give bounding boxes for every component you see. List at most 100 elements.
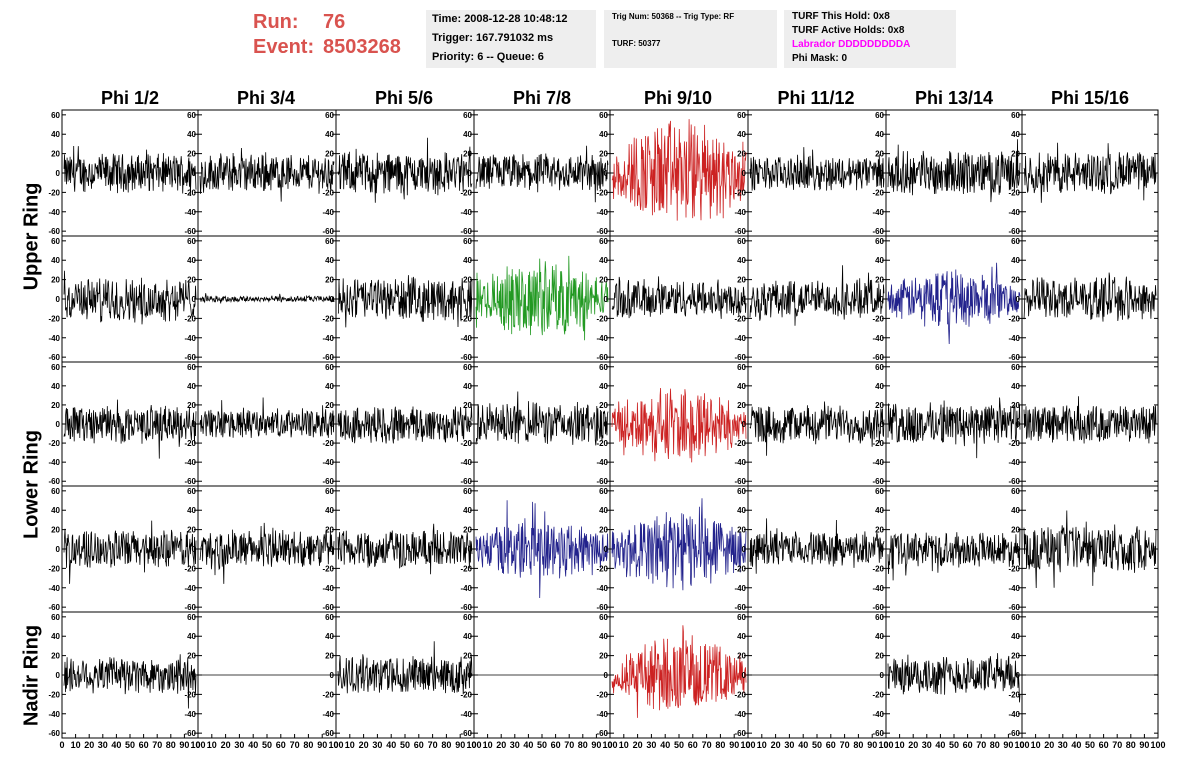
event-row: Event: 8503268 bbox=[253, 35, 401, 60]
panel-r3-c1: -60 -40 -20 0 20 40 60 bbox=[184, 485, 337, 613]
event-value: 8503268 bbox=[323, 36, 401, 58]
panel-frame bbox=[1021, 109, 1159, 237]
phi-header-6: Phi 11/12 bbox=[777, 88, 855, 108]
y-tick-label: 40 bbox=[1011, 256, 1020, 265]
waveform-trace bbox=[1023, 142, 1157, 203]
y-tick-label: 20 bbox=[875, 150, 884, 159]
y-tick-label: -60 bbox=[48, 729, 60, 738]
y-tick-label: 20 bbox=[51, 526, 60, 535]
y-tick-label: 40 bbox=[1011, 130, 1020, 139]
panel-r4-c4: -60 -40 -20 0 20 40 60 bbox=[596, 611, 749, 739]
y-tick-label: 0 bbox=[742, 545, 747, 554]
x-tick-label: 70 bbox=[1112, 740, 1122, 750]
panel-r0-c4: -60 -40 -20 0 20 40 60 bbox=[596, 109, 749, 237]
y-tick-label: 20 bbox=[187, 276, 196, 285]
x-tick-label: 50 bbox=[812, 740, 822, 750]
y-tick-label: 0 bbox=[468, 671, 473, 680]
y-tick-label: -40 bbox=[734, 710, 746, 719]
panel-r1-c1: -60 -40 -20 0 20 40 60 bbox=[184, 235, 337, 363]
y-tick-label: 40 bbox=[325, 256, 334, 265]
y-tick-label: 40 bbox=[1011, 382, 1020, 391]
waveform-trace bbox=[749, 401, 885, 456]
y-tick-label: 20 bbox=[51, 276, 60, 285]
x-tick-label: 30 bbox=[98, 740, 108, 750]
panel-r4-c5: -60 -40 -20 0 20 40 60 bbox=[734, 611, 887, 739]
x-tick-label: 0 bbox=[1019, 740, 1024, 750]
y-tick-label: -60 bbox=[1008, 603, 1020, 612]
x-tick-label: 90 bbox=[1139, 740, 1149, 750]
event-label: Event: bbox=[253, 36, 315, 58]
y-tick-label: 0 bbox=[1016, 295, 1021, 304]
x-tick-label: 30 bbox=[784, 740, 794, 750]
x-tick-label: 20 bbox=[496, 740, 506, 750]
y-tick-label: -20 bbox=[872, 188, 884, 197]
y-tick-label: 40 bbox=[875, 130, 884, 139]
trig-info-box: Trig Num: 50368 -- Trig Type: RF TURF: 5… bbox=[604, 10, 777, 68]
y-tick-label: 60 bbox=[463, 487, 472, 496]
y-tick-label: -40 bbox=[596, 584, 608, 593]
x-tick-label: 90 bbox=[179, 740, 189, 750]
y-tick-label: -20 bbox=[1008, 314, 1020, 323]
x-tick-label: 50 bbox=[537, 740, 547, 750]
panel-r2-c0: -60 -40 -20 0 20 40 60 bbox=[48, 361, 199, 487]
x-tick-label: 70 bbox=[702, 740, 712, 750]
x-tick-label: 90 bbox=[591, 740, 601, 750]
y-tick-label: -20 bbox=[734, 188, 746, 197]
trigger-text: Trigger: 167.791032 ms bbox=[432, 32, 554, 44]
waveform-trace bbox=[887, 262, 1021, 345]
x-tick-label: 80 bbox=[1126, 740, 1136, 750]
y-tick-label: 20 bbox=[599, 526, 608, 535]
y-tick-label: -20 bbox=[1008, 188, 1020, 197]
y-tick-label: 20 bbox=[737, 150, 746, 159]
y-tick-label: 60 bbox=[875, 487, 884, 496]
priority-text: Priority: 6 -- Queue: 6 bbox=[432, 51, 544, 63]
y-tick-label: 40 bbox=[187, 382, 196, 391]
y-tick-label: -40 bbox=[322, 334, 334, 343]
x-tick-label: 20 bbox=[1044, 740, 1054, 750]
x-tick-label: 30 bbox=[646, 740, 656, 750]
panel-r0-c2: -60 -40 -20 0 20 40 60 bbox=[322, 109, 475, 237]
panel-r0-c7: -60 -40 -20 0 20 40 60 bbox=[1008, 109, 1159, 237]
waveform-trace bbox=[337, 641, 473, 695]
x-tick-label: 0 bbox=[59, 740, 64, 750]
y-tick-label: 40 bbox=[187, 506, 196, 515]
y-tick-label: -20 bbox=[1008, 564, 1020, 573]
y-tick-label: 60 bbox=[187, 111, 196, 120]
x-tick-label: 80 bbox=[578, 740, 588, 750]
y-tick-label: -20 bbox=[596, 690, 608, 699]
y-tick-label: -40 bbox=[48, 334, 60, 343]
y-tick-label: 20 bbox=[737, 276, 746, 285]
y-tick-label: -60 bbox=[596, 477, 608, 486]
y-tick-label: -20 bbox=[734, 439, 746, 448]
y-tick-label: -40 bbox=[184, 208, 196, 217]
x-tick-label: 100 bbox=[190, 740, 205, 750]
y-tick-label: 40 bbox=[325, 382, 334, 391]
panel-r2-c5: -60 -40 -20 0 20 40 60 bbox=[734, 361, 887, 487]
waveform-trace bbox=[749, 147, 885, 191]
y-tick-label: 40 bbox=[1011, 506, 1020, 515]
y-tick-label: 40 bbox=[599, 382, 608, 391]
y-tick-label: -40 bbox=[1008, 334, 1020, 343]
y-tick-label: -60 bbox=[322, 227, 334, 236]
y-tick-label: 60 bbox=[51, 487, 60, 496]
y-tick-label: 60 bbox=[1011, 613, 1020, 622]
y-tick-label: 60 bbox=[187, 237, 196, 246]
waveform-trace bbox=[337, 275, 473, 328]
y-tick-label: -60 bbox=[48, 227, 60, 236]
phi-header-4: Phi 7/8 bbox=[512, 88, 572, 108]
y-tick-label: 0 bbox=[880, 169, 885, 178]
y-tick-label: -20 bbox=[734, 690, 746, 699]
labrador-text: Labrador DDDDDDDDDA bbox=[792, 39, 911, 50]
y-tick-label: 40 bbox=[187, 632, 196, 641]
y-tick-label: -20 bbox=[48, 188, 60, 197]
panel-r2-c4: -60 -40 -20 0 20 40 60 bbox=[596, 361, 749, 487]
y-tick-label: 20 bbox=[599, 652, 608, 661]
y-tick-label: -20 bbox=[872, 314, 884, 323]
y-tick-label: 20 bbox=[875, 526, 884, 535]
y-tick-label: 20 bbox=[599, 150, 608, 159]
y-tick-label: -40 bbox=[596, 710, 608, 719]
y-tick-label: 60 bbox=[463, 237, 472, 246]
y-tick-label: -20 bbox=[460, 314, 472, 323]
y-tick-label: -60 bbox=[322, 353, 334, 362]
panel-r3-c6: -60 -40 -20 0 20 40 60 bbox=[872, 485, 1023, 613]
